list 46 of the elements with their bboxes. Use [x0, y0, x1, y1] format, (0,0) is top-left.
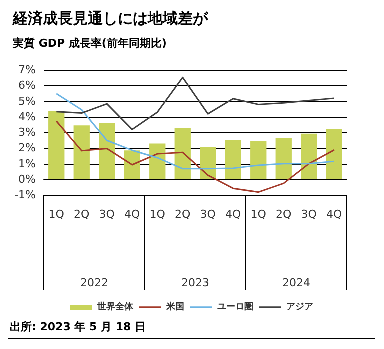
x-tick-label: 1Q	[250, 208, 267, 221]
text: 2023	[182, 276, 210, 290]
legend-label: 世界全体	[96, 302, 134, 312]
y-tick-label: 4%	[18, 110, 36, 124]
bar	[74, 126, 90, 180]
y-tick-label: 1%	[18, 157, 36, 170]
bar	[276, 138, 292, 180]
x-tick-label: 1Q	[150, 208, 166, 221]
bar	[150, 144, 166, 180]
text: 2024	[282, 276, 310, 290]
legend-label: アジア	[286, 302, 314, 312]
x-tick-label: 2Q	[276, 208, 292, 221]
x-tick-label: 4Q	[124, 208, 141, 221]
bar	[250, 140, 267, 180]
x-tick-label: 3Q	[99, 208, 116, 221]
text: 2022	[80, 276, 108, 290]
legend-label: 米国	[166, 302, 184, 312]
bar	[200, 147, 216, 180]
line-series	[56, 76, 336, 130]
bar	[174, 128, 191, 180]
y-tick-label: 2%	[18, 142, 36, 155]
bar	[326, 129, 342, 180]
chart-subtitle: 実質 GDP 成長率(前年同期比)	[12, 37, 167, 50]
x-tick-label: 3Q	[200, 208, 216, 221]
text: 出所: 2023 年 5 月 18 日	[10, 320, 146, 334]
y-tick-label: -1%	[14, 188, 36, 202]
y-tick-label: 6%	[18, 79, 36, 92]
bar	[48, 110, 65, 180]
line-series	[56, 93, 336, 170]
x-tick-label: 3Q	[301, 208, 318, 221]
y-tick-label: 3%	[18, 126, 36, 139]
y-tick-label: 5%	[18, 94, 36, 108]
bar	[124, 150, 140, 180]
x-tick-label: 4Q	[226, 208, 242, 221]
x-tick-label: 2Q	[175, 208, 192, 221]
x-tick-label: 1Q	[48, 208, 65, 221]
chart-title: 経済成長見通しには地域差が	[12, 10, 209, 28]
x-tick-label: 4Q	[326, 208, 343, 221]
bar	[301, 134, 318, 180]
bar	[225, 140, 242, 180]
line-series	[56, 120, 336, 194]
y-tick-label: 0%	[18, 172, 36, 186]
bar	[99, 123, 116, 180]
x-tick-label: 2Q	[74, 208, 90, 221]
y-tick-label: 7%	[18, 64, 36, 76]
legend-label: ユーロ圏	[218, 302, 254, 312]
